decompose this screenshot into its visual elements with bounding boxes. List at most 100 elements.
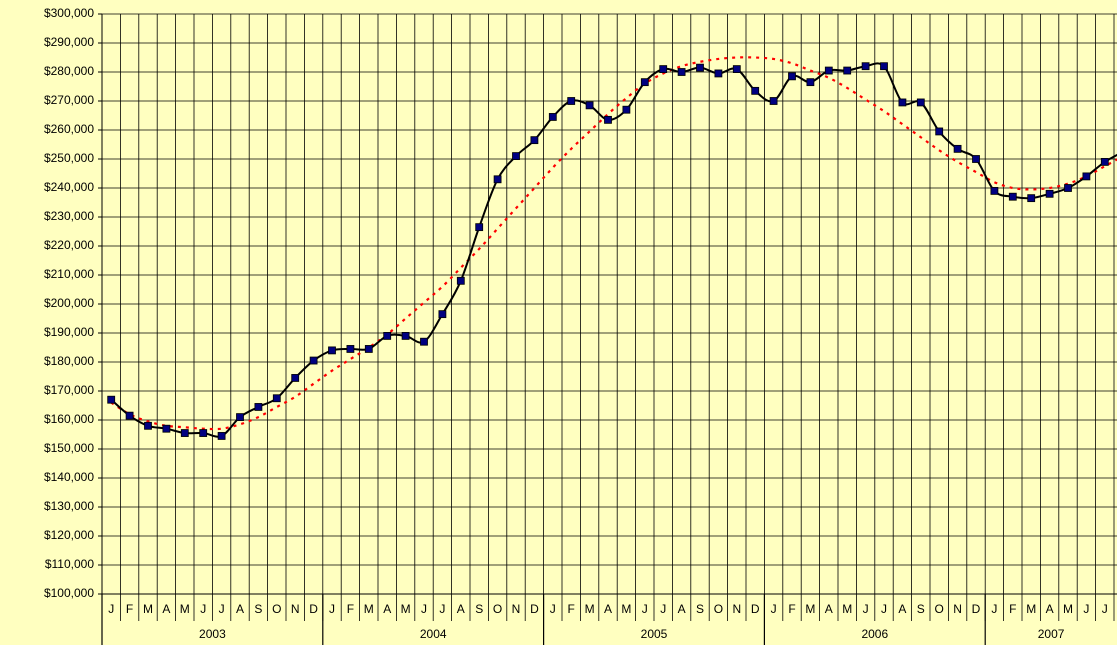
y-tick-label: $150,000	[44, 441, 94, 455]
marker	[861, 62, 870, 71]
x-tick-label: J	[421, 602, 427, 616]
marker	[1008, 192, 1017, 201]
marker	[236, 413, 244, 422]
x-tick-label: F	[788, 602, 795, 616]
y-tick-label: $220,000	[44, 238, 94, 252]
x-tick-label: M	[1026, 602, 1036, 616]
x-tick-label: M	[842, 602, 852, 616]
marker	[990, 186, 999, 195]
marker	[548, 113, 557, 121]
x-tick-label: A	[1046, 602, 1054, 616]
marker	[567, 97, 576, 105]
x-tick-label: J	[1083, 602, 1089, 616]
marker	[512, 152, 520, 161]
marker	[420, 337, 428, 346]
x-tick-label: J	[863, 602, 869, 616]
y-tick-label: $110,000	[45, 557, 94, 571]
x-tick-label: S	[475, 602, 483, 616]
marker	[1045, 189, 1054, 198]
x-tick-label: O	[272, 602, 281, 616]
marker	[530, 136, 539, 145]
plot-area	[107, 56, 1117, 440]
y-tick-label: $130,000	[44, 499, 94, 513]
trend-line	[110, 56, 1117, 431]
x-tick-label: F	[568, 602, 575, 616]
x-tick-label: J	[108, 602, 114, 616]
x-tick-label: J	[439, 602, 445, 616]
x-tick-label: N	[291, 602, 300, 616]
x-tick-label: F	[347, 602, 354, 616]
marker	[1082, 172, 1091, 181]
x-tick-label: N	[512, 602, 521, 616]
x-tick-label: A	[162, 602, 170, 616]
y-tick-label: $100,000	[44, 586, 94, 600]
marker	[180, 429, 189, 437]
x-tick-label: F	[1009, 602, 1016, 616]
x-tick-label: M	[143, 602, 153, 616]
x-tick-label: M	[1063, 602, 1073, 616]
marker	[953, 144, 962, 153]
marker	[677, 68, 686, 76]
x-tick-label: D	[530, 602, 539, 616]
marker	[880, 62, 888, 71]
marker	[898, 98, 907, 107]
x-tick-label: J	[881, 602, 887, 616]
x-tick-label: S	[254, 602, 262, 616]
x-tick-label: J	[771, 602, 777, 616]
marker	[291, 374, 300, 382]
y-tick-label: $140,000	[44, 470, 94, 484]
x-tick-label: A	[825, 602, 833, 616]
marker	[585, 101, 594, 110]
x-tick-label: A	[236, 602, 244, 616]
y-tick-label: $300,000	[44, 6, 94, 20]
x-tick-label: M	[805, 602, 815, 616]
x-tick-label: M	[585, 602, 595, 616]
y-tick-label: $210,000	[44, 267, 94, 281]
marker	[162, 424, 171, 433]
x-tick-label: M	[621, 602, 631, 616]
marker	[1100, 157, 1109, 166]
x-tick-label: J	[991, 602, 997, 616]
y-tick-label: $120,000	[44, 528, 94, 542]
x-tick-label: J	[329, 602, 335, 616]
x-tick-label: J	[660, 602, 666, 616]
x-tick-label: A	[604, 602, 612, 616]
marker	[972, 155, 980, 163]
x-tick-label: O	[935, 602, 944, 616]
y-tick-label: $240,000	[44, 180, 94, 194]
x-tick-label: F	[126, 602, 133, 616]
marker	[604, 115, 612, 124]
marker	[383, 331, 392, 340]
x-tick-label: S	[696, 602, 704, 616]
y-tick-label: $190,000	[44, 325, 94, 339]
marker	[217, 432, 226, 440]
marker	[254, 403, 263, 411]
x-tick-label: D	[972, 602, 981, 616]
year-label: 2007	[1038, 627, 1065, 641]
marker	[456, 276, 465, 285]
year-label: 2003	[199, 627, 226, 641]
x-tick-label: O	[493, 602, 502, 616]
y-tick-label: $170,000	[44, 383, 94, 397]
marker	[309, 356, 318, 365]
x-tick-label: J	[642, 602, 648, 616]
marker	[346, 345, 355, 353]
x-tick-label: J	[550, 602, 556, 616]
marker	[328, 346, 336, 355]
marker	[769, 97, 778, 105]
x-tick-label: D	[309, 602, 318, 616]
year-label: 2005	[641, 627, 668, 641]
marker	[659, 65, 668, 73]
marker	[144, 421, 152, 430]
x-tick-label: D	[751, 602, 760, 616]
x-tick-label: J	[219, 602, 225, 616]
marker	[199, 429, 208, 437]
x-tick-label: N	[732, 602, 741, 616]
y-tick-label: $180,000	[44, 354, 94, 368]
marker	[438, 310, 447, 319]
marker	[696, 63, 704, 72]
x-tick-label: J	[1102, 602, 1108, 616]
x-tick-label: A	[678, 602, 686, 616]
